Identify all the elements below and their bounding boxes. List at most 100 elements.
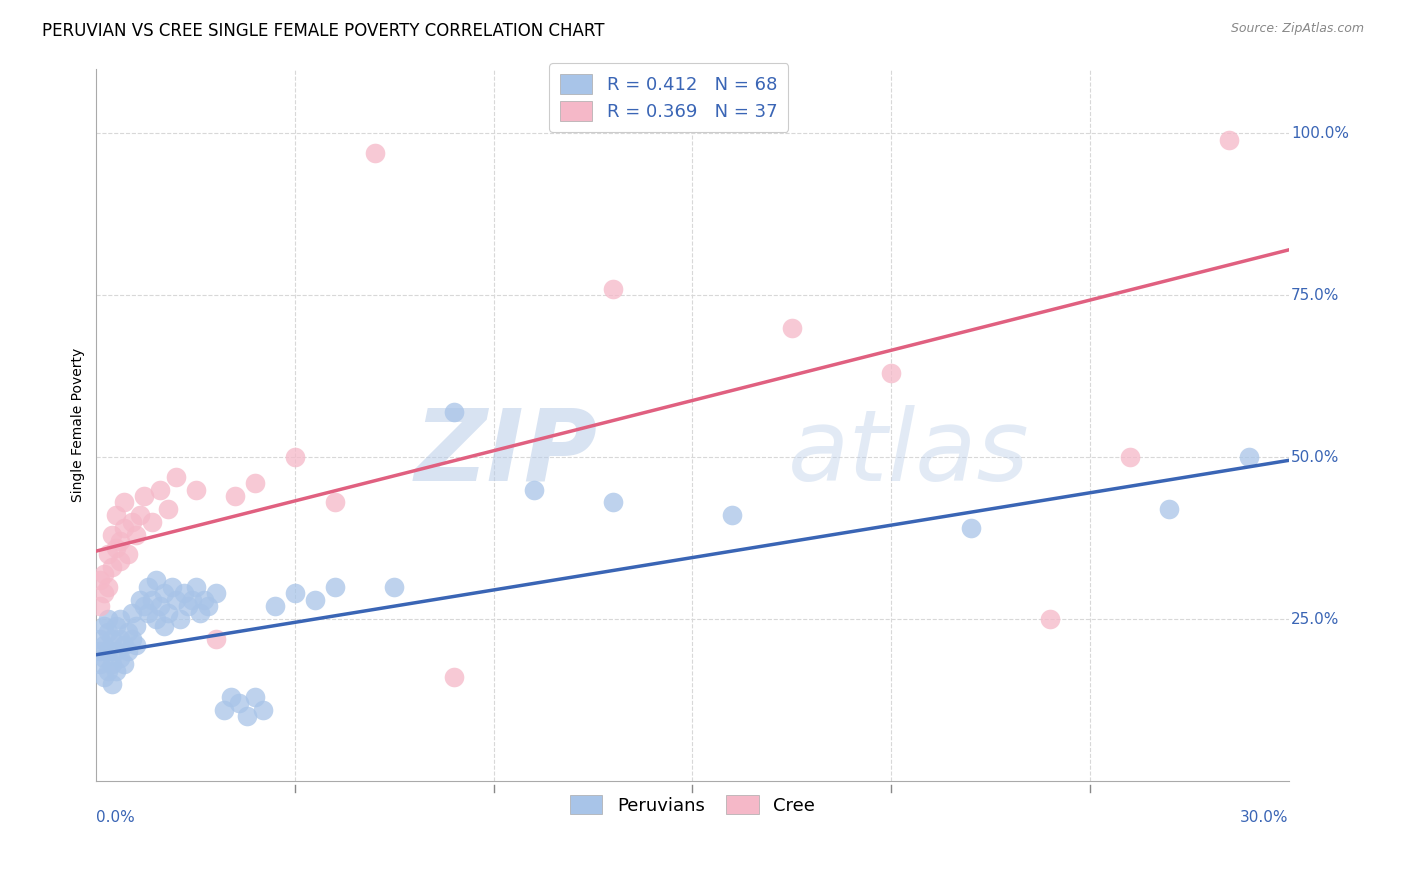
Text: 100.0%: 100.0% xyxy=(1291,126,1348,141)
Point xyxy=(117,625,139,640)
Point xyxy=(323,495,346,509)
Point xyxy=(105,508,128,523)
Point xyxy=(153,618,176,632)
Point xyxy=(136,606,159,620)
Point xyxy=(121,606,143,620)
Point xyxy=(89,657,111,672)
Point xyxy=(153,586,176,600)
Point xyxy=(141,592,163,607)
Text: ZIP: ZIP xyxy=(415,405,598,502)
Point xyxy=(304,592,326,607)
Point xyxy=(141,515,163,529)
Point xyxy=(228,696,250,710)
Point xyxy=(363,145,385,160)
Point xyxy=(93,638,115,652)
Point xyxy=(284,586,307,600)
Y-axis label: Single Female Poverty: Single Female Poverty xyxy=(72,348,86,502)
Point xyxy=(89,573,111,587)
Point xyxy=(1118,450,1140,464)
Point xyxy=(780,320,803,334)
Point xyxy=(212,703,235,717)
Point xyxy=(145,612,167,626)
Point xyxy=(112,638,135,652)
Point xyxy=(204,586,226,600)
Point xyxy=(188,606,211,620)
Point xyxy=(101,632,124,646)
Point xyxy=(522,483,544,497)
Point xyxy=(108,632,131,646)
Point xyxy=(125,528,148,542)
Point xyxy=(97,625,120,640)
Point xyxy=(125,638,148,652)
Point xyxy=(1218,133,1240,147)
Point xyxy=(224,489,246,503)
Point xyxy=(108,534,131,549)
Point xyxy=(193,592,215,607)
Point xyxy=(97,612,120,626)
Point xyxy=(121,632,143,646)
Point xyxy=(177,599,200,614)
Point xyxy=(145,573,167,587)
Text: 30.0%: 30.0% xyxy=(1240,810,1289,824)
Point xyxy=(136,580,159,594)
Point xyxy=(180,592,202,607)
Point xyxy=(101,528,124,542)
Point xyxy=(97,580,120,594)
Point xyxy=(129,592,152,607)
Text: 25.0%: 25.0% xyxy=(1291,612,1340,626)
Point xyxy=(101,677,124,691)
Point xyxy=(97,644,120,658)
Point xyxy=(108,554,131,568)
Point xyxy=(129,508,152,523)
Point xyxy=(1237,450,1260,464)
Point xyxy=(105,618,128,632)
Point xyxy=(284,450,307,464)
Point xyxy=(97,547,120,561)
Point xyxy=(93,670,115,684)
Point xyxy=(245,476,267,491)
Point xyxy=(105,664,128,678)
Point xyxy=(121,515,143,529)
Text: 75.0%: 75.0% xyxy=(1291,288,1340,302)
Point xyxy=(443,670,465,684)
Point xyxy=(108,612,131,626)
Point xyxy=(89,599,111,614)
Point xyxy=(112,495,135,509)
Point xyxy=(89,632,111,646)
Point xyxy=(93,618,115,632)
Point xyxy=(204,632,226,646)
Point xyxy=(959,521,981,535)
Point xyxy=(93,586,115,600)
Point xyxy=(221,690,243,704)
Point xyxy=(252,703,274,717)
Point xyxy=(89,644,111,658)
Point xyxy=(1159,502,1181,516)
Point xyxy=(108,651,131,665)
Point xyxy=(721,508,744,523)
Point xyxy=(384,580,406,594)
Point xyxy=(197,599,219,614)
Text: Source: ZipAtlas.com: Source: ZipAtlas.com xyxy=(1230,22,1364,36)
Point xyxy=(97,664,120,678)
Point xyxy=(156,502,179,516)
Point xyxy=(101,560,124,574)
Point xyxy=(105,541,128,555)
Point xyxy=(264,599,287,614)
Point xyxy=(160,580,183,594)
Point xyxy=(184,580,207,594)
Text: 0.0%: 0.0% xyxy=(97,810,135,824)
Point xyxy=(93,566,115,581)
Point xyxy=(117,644,139,658)
Point xyxy=(112,657,135,672)
Point xyxy=(93,651,115,665)
Point xyxy=(245,690,267,704)
Point xyxy=(117,547,139,561)
Text: 50.0%: 50.0% xyxy=(1291,450,1340,465)
Point xyxy=(101,657,124,672)
Point xyxy=(880,366,903,380)
Text: PERUVIAN VS CREE SINGLE FEMALE POVERTY CORRELATION CHART: PERUVIAN VS CREE SINGLE FEMALE POVERTY C… xyxy=(42,22,605,40)
Point xyxy=(156,606,179,620)
Point xyxy=(169,612,191,626)
Point xyxy=(443,405,465,419)
Point xyxy=(602,495,624,509)
